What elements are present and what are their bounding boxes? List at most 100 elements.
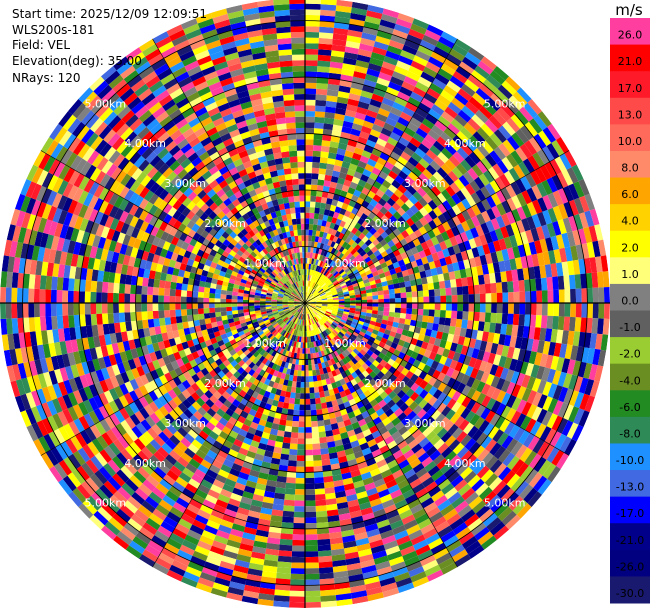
velocity-gate xyxy=(603,303,610,319)
velocity-gate xyxy=(113,303,119,314)
velocity-gate xyxy=(310,404,317,411)
velocity-gate xyxy=(113,282,120,294)
velocity-gate xyxy=(305,444,313,450)
velocity-gate xyxy=(394,307,401,313)
velocity-gate xyxy=(327,83,340,91)
velocity-gate xyxy=(316,253,321,260)
velocity-gate xyxy=(214,298,221,303)
velocity-gate xyxy=(361,187,370,196)
velocity-gate xyxy=(175,296,181,303)
velocity-gate xyxy=(397,12,415,24)
velocity-gate xyxy=(307,257,310,264)
velocity-gate xyxy=(305,88,317,95)
velocity-gate xyxy=(307,252,311,259)
velocity-gate xyxy=(11,272,19,288)
velocity-gate xyxy=(316,71,330,79)
velocity-gate xyxy=(315,94,327,101)
velocity-gate xyxy=(320,589,336,597)
velocity-gate xyxy=(378,298,385,303)
velocity-gate xyxy=(318,425,326,433)
velocity-gate xyxy=(371,123,384,133)
velocity-gate xyxy=(175,303,181,310)
velocity-gate xyxy=(346,217,353,225)
velocity-gate xyxy=(278,424,286,432)
velocity-gate xyxy=(410,60,426,72)
velocity-gate xyxy=(198,286,205,293)
velocity-gate xyxy=(79,303,85,315)
velocity-gate xyxy=(197,291,204,298)
velocity-gate xyxy=(404,39,420,51)
velocity-gate xyxy=(319,157,328,164)
velocity-gate xyxy=(461,319,468,329)
velocity-gate xyxy=(332,193,340,201)
velocity-gate xyxy=(417,296,424,303)
velocity-gate xyxy=(316,516,328,523)
velocity-gate xyxy=(296,376,302,382)
velocity-gate xyxy=(598,303,605,319)
velocity-gate xyxy=(280,533,293,540)
velocity-gate xyxy=(377,107,390,118)
velocity-gate xyxy=(329,67,343,75)
velocity-gate xyxy=(535,278,542,291)
velocity-gate xyxy=(570,303,577,318)
velocity-gate xyxy=(318,173,326,181)
velocity-gate xyxy=(334,113,345,121)
velocity-gate xyxy=(305,94,316,100)
velocity-gate xyxy=(378,303,385,308)
velocity-gate xyxy=(310,190,317,197)
velocity-gate xyxy=(373,41,389,51)
velocity-gate xyxy=(305,246,308,253)
velocity-gate xyxy=(321,140,331,147)
velocity-gate xyxy=(96,281,103,293)
velocity-gate xyxy=(152,287,159,296)
velocity-gate xyxy=(370,185,379,195)
velocity-gate xyxy=(305,212,310,219)
velocity-gate xyxy=(315,499,327,507)
velocity-gate xyxy=(403,126,416,138)
velocity-gate xyxy=(423,309,430,316)
velocity-gate xyxy=(512,313,520,326)
velocity-gate xyxy=(0,303,7,319)
velocity-gate xyxy=(392,29,409,40)
velocity-gate xyxy=(315,99,327,107)
velocity-gate xyxy=(536,303,543,316)
velocity-gate xyxy=(307,286,311,293)
velocity-gate xyxy=(378,132,390,142)
velocity-gate xyxy=(56,290,63,303)
velocity-gate xyxy=(336,96,349,105)
velocity-gate xyxy=(197,308,204,315)
velocity-gate xyxy=(309,218,314,225)
velocity-gate xyxy=(175,316,183,324)
velocity-gate xyxy=(462,285,469,295)
velocity-gate xyxy=(417,290,424,298)
velocity-gate xyxy=(305,14,321,21)
velocity-gate xyxy=(434,288,441,297)
velocity-gate xyxy=(335,107,347,116)
velocity-gate xyxy=(300,387,305,394)
velocity-gate xyxy=(305,421,312,428)
velocity-gate xyxy=(186,296,193,303)
velocity-gate xyxy=(446,303,452,311)
velocity-gate xyxy=(203,308,210,314)
velocity-gate xyxy=(305,280,308,287)
velocity-gate xyxy=(564,303,571,317)
velocity-gate xyxy=(398,55,413,66)
velocity-gate xyxy=(372,180,382,190)
velocity-gate xyxy=(318,555,333,563)
velocity-gate xyxy=(400,297,407,303)
velocity-gate xyxy=(443,58,459,71)
velocity-gate xyxy=(308,376,314,382)
velocity-gate xyxy=(176,322,184,330)
velocity-gate xyxy=(321,255,326,262)
velocity-gate xyxy=(220,294,227,299)
velocity-gate xyxy=(335,183,344,191)
velocity-gate xyxy=(323,419,331,426)
velocity-gate xyxy=(291,556,305,563)
velocity-gate xyxy=(186,303,193,310)
velocity-gate xyxy=(324,226,330,234)
velocity-gate xyxy=(309,281,312,287)
velocity-gate xyxy=(337,142,348,151)
velocity-gate xyxy=(331,44,346,52)
velocity-gate xyxy=(315,201,321,209)
velocity-gate xyxy=(311,281,315,288)
